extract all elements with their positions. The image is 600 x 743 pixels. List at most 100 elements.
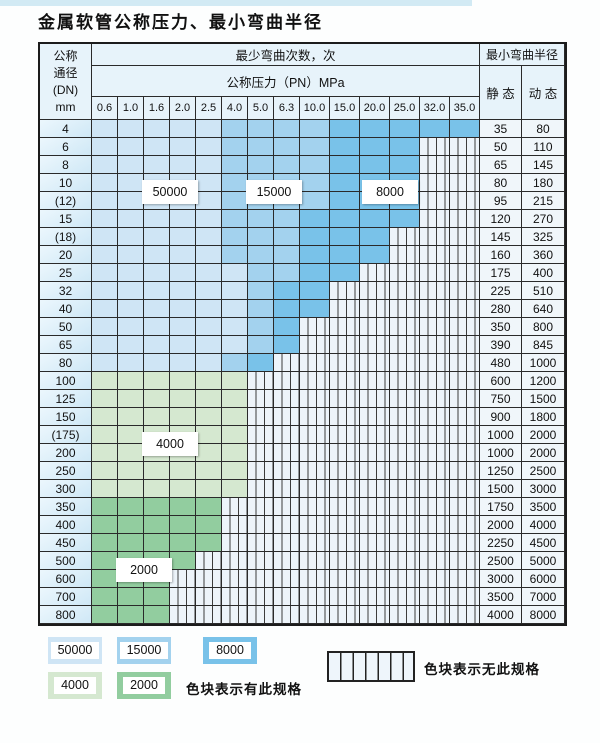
- no-spec-cell: [330, 516, 360, 534]
- no-spec-cell: [330, 480, 360, 498]
- no-spec-cell: [330, 300, 360, 318]
- spec-cell: [92, 192, 118, 210]
- row-dn-label: 800: [40, 606, 92, 624]
- no-spec-cell: [390, 534, 420, 552]
- spec-cell: [118, 390, 144, 408]
- spec-cell: [300, 192, 330, 210]
- no-spec-cell: [450, 138, 480, 156]
- row-dn-label: 40: [40, 300, 92, 318]
- spec-cell: [196, 336, 222, 354]
- spec-cell: [222, 210, 248, 228]
- no-spec-cell: [390, 462, 420, 480]
- no-spec-cell: [222, 570, 248, 588]
- spec-cell: [92, 210, 118, 228]
- no-spec-cell: [360, 408, 390, 426]
- spec-cell: [92, 174, 118, 192]
- dynamic-radius-value: 360: [522, 246, 565, 264]
- spec-cell: [248, 264, 274, 282]
- static-radius-value: 280: [480, 300, 522, 318]
- no-spec-cell: [450, 534, 480, 552]
- row-dn-label: 32: [40, 282, 92, 300]
- no-spec-cell: [360, 588, 390, 606]
- spec-cell: [330, 138, 360, 156]
- no-spec-cell: [450, 156, 480, 174]
- spec-cell: [92, 588, 118, 606]
- static-radius-value: 480: [480, 354, 522, 372]
- spec-cell: [248, 318, 274, 336]
- spec-cell: [170, 390, 196, 408]
- no-spec-cell: [330, 426, 360, 444]
- no-spec-cell: [300, 408, 330, 426]
- dynamic-radius-value: 510: [522, 282, 565, 300]
- spec-cell: [300, 138, 330, 156]
- spec-cell: [330, 192, 360, 210]
- spec-cell: [222, 390, 248, 408]
- no-spec-cell: [274, 372, 300, 390]
- no-spec-cell: [420, 444, 450, 462]
- spec-cell: [222, 354, 248, 372]
- header-dn-line: 公称: [53, 48, 78, 63]
- dynamic-radius-value: 8000: [522, 606, 565, 624]
- no-spec-cell: [420, 516, 450, 534]
- no-spec-cell: [360, 372, 390, 390]
- static-radius-value: 35: [480, 120, 522, 138]
- spec-cell: [118, 498, 144, 516]
- header-dn-line: mm: [55, 99, 76, 114]
- no-spec-cell: [274, 534, 300, 552]
- spec-cell: [248, 354, 274, 372]
- no-spec-cell: [420, 498, 450, 516]
- spec-cell: [222, 192, 248, 210]
- no-spec-cell: [450, 282, 480, 300]
- row-dn-label: 8: [40, 156, 92, 174]
- no-spec-cell: [274, 354, 300, 372]
- no-spec-cell: [450, 426, 480, 444]
- spec-cell: [92, 606, 118, 624]
- no-spec-cell: [390, 498, 420, 516]
- no-spec-cell: [390, 606, 420, 624]
- no-spec-cell: [330, 318, 360, 336]
- top-strip: [0, 0, 472, 6]
- spec-cell: [274, 246, 300, 264]
- spec-cell: [118, 210, 144, 228]
- spec-cell: [222, 444, 248, 462]
- zone-label: 15000: [246, 180, 302, 204]
- no-spec-cell: [274, 390, 300, 408]
- spec-cell: [170, 516, 196, 534]
- no-spec-cell: [196, 570, 222, 588]
- spec-cell: [222, 300, 248, 318]
- no-spec-cell: [390, 354, 420, 372]
- spec-cell: [300, 210, 330, 228]
- static-radius-value: 145: [480, 228, 522, 246]
- spec-cell: [92, 570, 118, 588]
- spec-cell: [92, 408, 118, 426]
- dynamic-radius-value: 1500: [522, 390, 565, 408]
- dynamic-radius-value: 80: [522, 120, 565, 138]
- no-spec-cell: [248, 534, 274, 552]
- row-dn-label: 300: [40, 480, 92, 498]
- no-spec-cell: [170, 606, 196, 624]
- static-radius-value: 225: [480, 282, 522, 300]
- spec-cell: [196, 480, 222, 498]
- spec-cell: [118, 372, 144, 390]
- row-dn-label: 450: [40, 534, 92, 552]
- no-spec-cell: [360, 498, 390, 516]
- no-spec-cell: [274, 552, 300, 570]
- static-radius-value: 750: [480, 390, 522, 408]
- spec-cell: [300, 156, 330, 174]
- spec-cell: [196, 462, 222, 480]
- pressure-tick: 6.3: [274, 97, 300, 120]
- spec-cell: [92, 552, 118, 570]
- no-spec-cell: [248, 588, 274, 606]
- spec-cell: [144, 282, 170, 300]
- no-spec-cell: [390, 426, 420, 444]
- spec-cell: [300, 246, 330, 264]
- dynamic-radius-value: 5000: [522, 552, 565, 570]
- row-dn-label: 400: [40, 516, 92, 534]
- dynamic-radius-value: 6000: [522, 570, 565, 588]
- pressure-tick: 0.6: [92, 97, 118, 120]
- no-spec-cell: [330, 354, 360, 372]
- no-spec-cell: [222, 534, 248, 552]
- spec-cell: [222, 462, 248, 480]
- no-spec-cell: [450, 246, 480, 264]
- spec-cell: [248, 210, 274, 228]
